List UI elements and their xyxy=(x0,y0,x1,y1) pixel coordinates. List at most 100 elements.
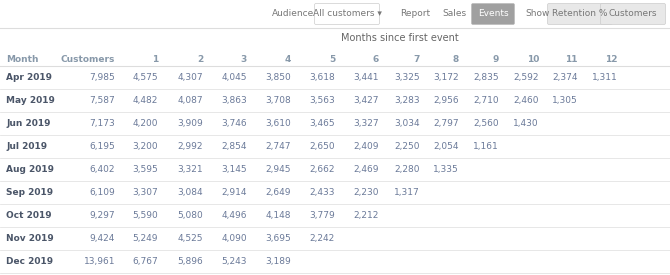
Text: 2,374: 2,374 xyxy=(553,73,578,82)
Text: 2,230: 2,230 xyxy=(354,188,379,197)
Text: 8: 8 xyxy=(453,54,459,64)
Text: Apr 2019: Apr 2019 xyxy=(6,73,52,82)
Text: 2,945: 2,945 xyxy=(265,165,291,174)
Text: 6,402: 6,402 xyxy=(90,165,115,174)
Text: 2,212: 2,212 xyxy=(354,211,379,220)
Text: 2,747: 2,747 xyxy=(265,142,291,151)
Text: 3,708: 3,708 xyxy=(265,96,291,105)
Text: Month: Month xyxy=(6,54,38,64)
Text: 5,896: 5,896 xyxy=(178,257,203,266)
FancyBboxPatch shape xyxy=(600,4,665,24)
Text: 2,956: 2,956 xyxy=(433,96,459,105)
Text: Oct 2019: Oct 2019 xyxy=(6,211,52,220)
Text: 3,441: 3,441 xyxy=(354,73,379,82)
Text: 5,243: 5,243 xyxy=(222,257,247,266)
Text: 2,560: 2,560 xyxy=(474,119,499,128)
Text: 6,109: 6,109 xyxy=(89,188,115,197)
Text: 3,695: 3,695 xyxy=(265,234,291,243)
Text: 6: 6 xyxy=(373,54,379,64)
Bar xyxy=(0,158,670,181)
Text: 7: 7 xyxy=(413,54,420,64)
Text: 4,045: 4,045 xyxy=(222,73,247,82)
Text: 2,242: 2,242 xyxy=(310,234,335,243)
Bar xyxy=(0,135,670,158)
Text: 3,145: 3,145 xyxy=(221,165,247,174)
Text: 1,430: 1,430 xyxy=(513,119,539,128)
Text: Jun 2019: Jun 2019 xyxy=(6,119,50,128)
Text: 9,424: 9,424 xyxy=(90,234,115,243)
Text: 11: 11 xyxy=(565,54,578,64)
Text: 4,525: 4,525 xyxy=(178,234,203,243)
Text: 3,618: 3,618 xyxy=(310,73,335,82)
Text: 2,992: 2,992 xyxy=(178,142,203,151)
Text: 7,173: 7,173 xyxy=(89,119,115,128)
Text: 7,985: 7,985 xyxy=(89,73,115,82)
Text: Retention %: Retention % xyxy=(552,10,608,18)
Text: 3,610: 3,610 xyxy=(265,119,291,128)
Text: 4,090: 4,090 xyxy=(221,234,247,243)
Text: 2: 2 xyxy=(197,54,203,64)
Bar xyxy=(0,112,670,135)
Text: 5,080: 5,080 xyxy=(178,211,203,220)
Text: 3,283: 3,283 xyxy=(395,96,420,105)
Text: 3,307: 3,307 xyxy=(132,188,158,197)
Bar xyxy=(0,227,670,250)
Text: 3,034: 3,034 xyxy=(395,119,420,128)
Text: 3,850: 3,850 xyxy=(265,73,291,82)
Text: 3,327: 3,327 xyxy=(353,119,379,128)
Text: All customers ▾: All customers ▾ xyxy=(313,10,381,18)
FancyBboxPatch shape xyxy=(472,4,515,24)
Text: 4: 4 xyxy=(285,54,291,64)
Text: 2,054: 2,054 xyxy=(433,142,459,151)
Text: 3,172: 3,172 xyxy=(433,73,459,82)
Text: 3,321: 3,321 xyxy=(178,165,203,174)
Text: 6,195: 6,195 xyxy=(89,142,115,151)
Text: 2,710: 2,710 xyxy=(474,96,499,105)
Text: 3,863: 3,863 xyxy=(221,96,247,105)
Text: 12: 12 xyxy=(606,54,618,64)
Text: Jul 2019: Jul 2019 xyxy=(6,142,47,151)
Text: 4,482: 4,482 xyxy=(133,96,158,105)
Text: 3,325: 3,325 xyxy=(395,73,420,82)
Text: 3,779: 3,779 xyxy=(310,211,335,220)
Bar xyxy=(0,204,670,227)
Text: 2,662: 2,662 xyxy=(310,165,335,174)
Text: 5,590: 5,590 xyxy=(132,211,158,220)
Text: Aug 2019: Aug 2019 xyxy=(6,165,54,174)
Text: 2,592: 2,592 xyxy=(513,73,539,82)
Text: Audience: Audience xyxy=(272,10,314,18)
Bar xyxy=(0,250,670,273)
Text: 5,249: 5,249 xyxy=(133,234,158,243)
Text: 3,427: 3,427 xyxy=(354,96,379,105)
Text: Sep 2019: Sep 2019 xyxy=(6,188,53,197)
Text: 2,835: 2,835 xyxy=(474,73,499,82)
Bar xyxy=(0,89,670,112)
Text: 2,409: 2,409 xyxy=(354,142,379,151)
Text: May 2019: May 2019 xyxy=(6,96,55,105)
Text: 2,914: 2,914 xyxy=(222,188,247,197)
Text: 1,317: 1,317 xyxy=(394,188,420,197)
Text: 4,148: 4,148 xyxy=(265,211,291,220)
Text: 2,650: 2,650 xyxy=(310,142,335,151)
Text: 3,465: 3,465 xyxy=(310,119,335,128)
Text: 4,575: 4,575 xyxy=(133,73,158,82)
Text: 3: 3 xyxy=(241,54,247,64)
Text: Customers: Customers xyxy=(60,54,115,64)
Text: Dec 2019: Dec 2019 xyxy=(6,257,53,266)
Text: 2,460: 2,460 xyxy=(513,96,539,105)
Text: 6,767: 6,767 xyxy=(132,257,158,266)
Text: 2,469: 2,469 xyxy=(354,165,379,174)
Text: 1,161: 1,161 xyxy=(473,142,499,151)
Text: 3,200: 3,200 xyxy=(133,142,158,151)
Text: Events: Events xyxy=(478,10,509,18)
Text: 1,305: 1,305 xyxy=(552,96,578,105)
Text: 4,496: 4,496 xyxy=(222,211,247,220)
Text: Report: Report xyxy=(400,10,430,18)
Text: Show: Show xyxy=(526,10,550,18)
FancyBboxPatch shape xyxy=(314,4,379,24)
Text: 3,189: 3,189 xyxy=(265,257,291,266)
Text: 4,307: 4,307 xyxy=(178,73,203,82)
Bar xyxy=(0,181,670,204)
Text: 4,087: 4,087 xyxy=(178,96,203,105)
Text: 3,746: 3,746 xyxy=(221,119,247,128)
